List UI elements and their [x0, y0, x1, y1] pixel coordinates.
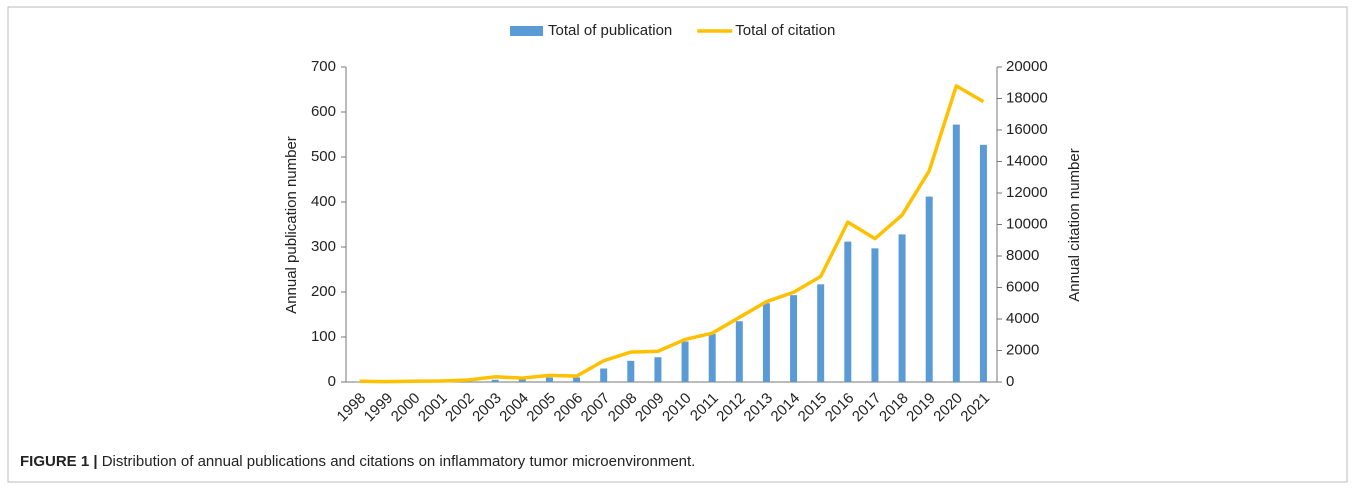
y2-tick-label: 4000 — [1006, 310, 1039, 327]
bar — [844, 241, 852, 382]
x-tick-label: 2003 — [469, 390, 505, 426]
bar — [952, 124, 960, 382]
x-tick-label: 2014 — [768, 390, 804, 426]
y2-tick-label: 0 — [1006, 373, 1014, 390]
x-tick-label: 2000 — [388, 390, 424, 426]
y2-axis-title: Annual citation number — [1066, 148, 1083, 301]
line — [359, 84, 985, 384]
x-tick-label: 2016 — [822, 390, 858, 426]
legend-swatch — [510, 26, 543, 36]
bar — [735, 321, 743, 382]
x-tick-label: 2015 — [795, 390, 831, 426]
bar — [871, 248, 879, 382]
y-tick-label: 200 — [311, 283, 336, 300]
bar — [518, 379, 526, 382]
bar — [979, 144, 987, 382]
x-tick-label: 2002 — [442, 390, 478, 426]
y-tick-label: 600 — [311, 103, 336, 120]
bar — [925, 196, 933, 382]
x-tick-label: 2004 — [496, 390, 532, 426]
x-tick-label: 2006 — [551, 390, 587, 426]
x-tick-label: 1999 — [361, 390, 397, 426]
x-tick-label: 2020 — [930, 390, 966, 426]
legend-label: Total of citation — [735, 22, 835, 39]
y2-tick-label: 10000 — [1006, 215, 1048, 232]
bar — [898, 234, 906, 382]
bar — [681, 341, 689, 382]
figure-border — [7, 6, 1348, 483]
y2-tick-label: 12000 — [1006, 184, 1048, 201]
legend-label: Total of publication — [548, 22, 672, 39]
x-tick-label: 2011 — [687, 390, 722, 425]
y-tick-label: 400 — [311, 193, 336, 210]
y-tick-label: 500 — [311, 148, 336, 165]
y-tick-label: 100 — [311, 328, 336, 345]
x-tick-label: 2013 — [740, 390, 776, 426]
x-tick-label: 1998 — [334, 390, 370, 426]
bar — [545, 377, 553, 382]
y-tick-label: 0 — [328, 373, 336, 390]
x-tick-label: 2009 — [632, 390, 668, 426]
x-tick-label: 2010 — [659, 390, 695, 426]
x-tick-label: 2019 — [903, 390, 939, 426]
y2-tick-label: 2000 — [1006, 341, 1039, 358]
x-tick-label: 2021 — [957, 390, 993, 426]
y-tick-label: 700 — [311, 58, 336, 75]
y2-tick-label: 14000 — [1006, 152, 1048, 169]
y2-tick-label: 18000 — [1006, 89, 1048, 106]
caption-label: FIGURE 1 | — [20, 453, 98, 470]
y2-tick-label: 8000 — [1006, 247, 1039, 264]
bar — [817, 284, 825, 382]
x-tick-label: 2005 — [523, 390, 559, 426]
x-tick-label: 2018 — [876, 390, 912, 426]
caption: FIGURE 1 | Distribution of annual public… — [20, 453, 695, 470]
y-tick-label: 300 — [311, 238, 336, 255]
bar — [654, 357, 662, 382]
x-tick-label: 2008 — [605, 390, 641, 426]
y-axis-title: Annual publication number — [283, 136, 300, 314]
x-tick-label: 2017 — [849, 390, 885, 426]
y2-tick-label: 16000 — [1006, 121, 1048, 138]
bar — [600, 368, 608, 382]
bar — [708, 333, 716, 382]
bar — [762, 303, 770, 382]
x-tick-label: 2007 — [578, 390, 614, 426]
bar — [573, 377, 581, 382]
y2-tick-label: 6000 — [1006, 278, 1039, 295]
bar — [491, 379, 499, 382]
bar — [790, 295, 798, 382]
y2-tick-label: 20000 — [1006, 58, 1048, 75]
x-tick-label: 2012 — [713, 390, 749, 426]
caption-text: Distribution of annual publications and … — [102, 453, 696, 470]
x-tick-label: 2001 — [415, 390, 451, 426]
bar — [627, 360, 635, 382]
